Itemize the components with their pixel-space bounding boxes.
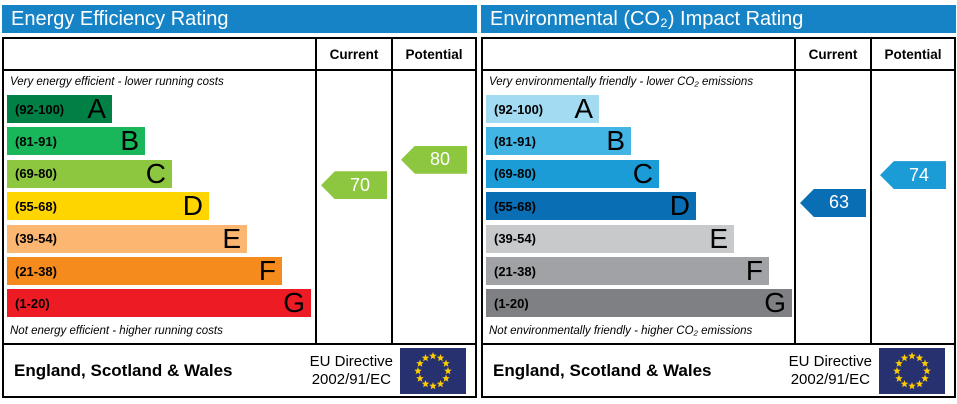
band-c: (69-80) C [486, 157, 659, 189]
band-range-label: (39-54) [494, 231, 536, 247]
band-letter: D [182, 190, 203, 222]
panel-footer: England, Scotland & Wales EU Directive 2… [483, 343, 954, 396]
band-range-label: (21-38) [494, 263, 536, 279]
band-letter: G [764, 287, 786, 319]
band-letter: E [222, 222, 241, 254]
potential-arrow: 74 [880, 161, 946, 190]
band-letter: D [669, 190, 690, 222]
band-letter: A [87, 93, 106, 124]
potential-rating-column: 80 [391, 71, 475, 343]
band-letter: E [709, 222, 728, 254]
potential-arrow: 80 [401, 145, 467, 174]
eu-flag-icon [879, 347, 945, 394]
band-range-label: (39-54) [15, 231, 57, 247]
rating-bands-area: Very environmentally friendly - lower CO… [483, 71, 794, 343]
potential-column-header: Potential [391, 39, 475, 71]
band-letter: G [283, 287, 305, 319]
band-letter: A [574, 93, 593, 124]
band-range-label: (69-80) [15, 166, 57, 182]
band-d: (55-68) D [486, 190, 696, 222]
potential-rating-column: 74 [870, 71, 954, 343]
band-letter: B [120, 125, 139, 157]
band-g: (1-20) G [7, 287, 311, 319]
band-range-label: (55-68) [15, 198, 57, 214]
panel-footer: England, Scotland & Wales EU Directive 2… [4, 343, 475, 396]
region-label: England, Scotland & Wales [493, 360, 712, 380]
band-a: (92-100) A [486, 95, 599, 123]
eu-directive-line1: EU Directive [309, 352, 393, 370]
header-spacer-cell [483, 39, 794, 71]
current-rating-column: 70 [315, 71, 391, 343]
band-f: (21-38) F [7, 257, 282, 285]
current-arrow: 70 [321, 171, 387, 200]
band-b: (81-91) B [7, 125, 145, 157]
band-e: (39-54) E [7, 222, 247, 254]
eu-directive-label: EU Directive 2002/91/EC [310, 353, 393, 389]
eu-directive-line1: EU Directive [788, 352, 872, 370]
band-letter: F [745, 255, 763, 286]
rating-bands-area: Very energy efficient - lower running co… [4, 71, 315, 343]
header-spacer-cell [4, 39, 315, 71]
band-letter: C [632, 157, 653, 189]
band-b: (81-91) B [486, 125, 631, 157]
band-d: (55-68) D [7, 190, 209, 222]
band-g: (1-20) G [486, 287, 792, 319]
band-a: (92-100) A [7, 95, 112, 123]
band-letter: F [258, 255, 276, 286]
panel-title: Energy Efficiency Rating [2, 5, 477, 33]
band-range-label: (1-20) [15, 295, 50, 311]
rating-table: Current Potential Very energy efficient … [2, 37, 477, 398]
current-column-header: Current [794, 39, 870, 71]
eu-directive-line2: 2002/91/EC [311, 370, 391, 388]
region-label: England, Scotland & Wales [14, 360, 233, 380]
eu-flag-icon [400, 347, 466, 394]
current-arrow: 63 [800, 188, 866, 217]
band-range-label: (1-20) [494, 295, 529, 311]
band-range-label: (92-100) [494, 101, 544, 117]
band-e: (39-54) E [486, 222, 734, 254]
current-rating-column: 63 [794, 71, 870, 343]
band-range-label: (81-91) [494, 133, 536, 149]
band-letter: B [606, 125, 625, 157]
bottom-note: Not energy efficient - higher running co… [10, 325, 223, 337]
band-range-label: (81-91) [15, 133, 57, 149]
top-note: Very energy efficient - lower running co… [10, 76, 224, 88]
band-range-label: (21-38) [15, 263, 57, 279]
panel-title: Environmental (CO₂) Impact Rating [481, 5, 956, 33]
current-column-header: Current [315, 39, 391, 71]
energy-efficiency-panel: Energy Efficiency Rating Current Potenti… [2, 5, 477, 398]
top-note: Very environmentally friendly - lower CO… [489, 76, 754, 88]
eu-directive-line2: 2002/91/EC [790, 370, 870, 388]
band-range-label: (55-68) [494, 198, 536, 214]
band-c: (69-80) C [7, 157, 172, 189]
band-letter: C [145, 157, 166, 189]
eu-directive-label: EU Directive 2002/91/EC [789, 353, 872, 389]
band-range-label: (92-100) [15, 101, 65, 117]
bottom-note: Not environmentally friendly - higher CO… [489, 325, 753, 337]
band-range-label: (69-80) [494, 166, 536, 182]
band-f: (21-38) F [486, 257, 769, 285]
potential-column-header: Potential [870, 39, 954, 71]
environmental-impact-panel: Environmental (CO₂) Impact Rating Curren… [481, 5, 956, 398]
rating-table: Current Potential Very environmentally f… [481, 37, 956, 398]
